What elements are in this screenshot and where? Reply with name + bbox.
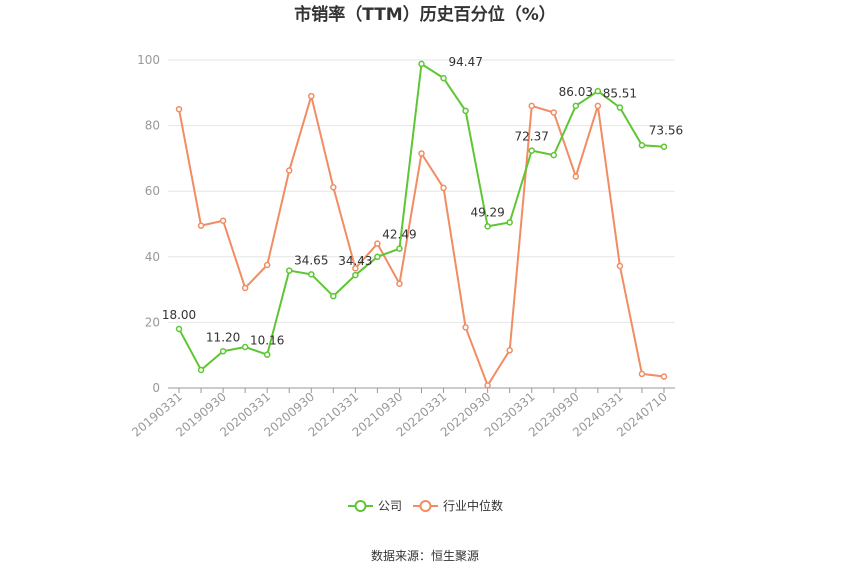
point-s1-12 [440, 184, 447, 192]
data-label: 86.03 [559, 85, 593, 99]
point-s1-2 [219, 217, 227, 224]
legend-swatch-marker [419, 500, 432, 512]
point-s1-18 [572, 173, 580, 180]
y-tick-label: 100 [137, 53, 160, 67]
data-label: 34.43 [338, 254, 372, 268]
point-s1-19 [594, 102, 602, 110]
series-area [175, 60, 668, 389]
legend-label: 行业中位数 [443, 498, 503, 513]
point-s1-10 [396, 280, 403, 287]
y-tick-label: 60 [145, 184, 160, 198]
point-s1-20 [616, 262, 624, 270]
point-s1-0 [175, 105, 183, 113]
point-s1-4 [263, 261, 271, 269]
data-label: 34.65 [294, 253, 328, 267]
data-label: 49.29 [470, 205, 504, 219]
point-s1-17 [550, 109, 558, 116]
data-labels: 18.00 11.20 10.16 34.65 34.43 42.49 94.47 49.29… [162, 55, 683, 348]
point-s1-22 [660, 373, 668, 380]
data-label: 85.51 [603, 87, 637, 101]
point-s0-7 [330, 292, 337, 300]
y-tick-label: 80 [145, 119, 160, 133]
point-s1-5 [285, 167, 293, 174]
point-s0-8 [352, 271, 359, 279]
point-s0-22 [660, 143, 668, 150]
legend-item-1[interactable]: 行业中位数 [413, 498, 503, 513]
legend-item-0[interactable]: 公司 [348, 499, 402, 513]
point-s0-20 [616, 104, 624, 111]
data-label: 11.20 [206, 330, 240, 344]
point-s0-17 [550, 151, 558, 159]
legend-swatch-marker [354, 500, 367, 512]
y-tick-label: 20 [145, 315, 160, 329]
data-label: 42.49 [382, 228, 416, 242]
point-s0-15 [506, 219, 513, 226]
legend-label: 公司 [378, 499, 402, 513]
point-s0-5 [285, 267, 293, 274]
point-s1-16 [528, 102, 535, 110]
data-label: 73.56 [649, 124, 683, 138]
legend[interactable]: 公司 行业中位数 [348, 498, 503, 513]
point-s0-3 [241, 343, 249, 351]
point-s0-0 [175, 325, 183, 333]
point-s0-18 [572, 102, 580, 110]
point-s0-16 [528, 147, 535, 154]
point-s1-13 [462, 324, 469, 331]
series-line-0 [178, 62, 665, 371]
point-s0-10 [396, 245, 403, 252]
y-tick-label: 0 [152, 381, 160, 395]
point-s1-7 [330, 184, 337, 191]
point-s0-6 [308, 271, 315, 278]
axes: 0204060801002019033120190930202003312020… [129, 53, 675, 440]
point-s0-9 [374, 253, 381, 261]
point-s0-14 [484, 223, 491, 230]
point-s1-3 [241, 284, 249, 292]
data-label: 72.37 [515, 130, 549, 144]
source-note: 数据来源：恒生聚源 [371, 548, 479, 563]
point-s1-8 [352, 265, 359, 272]
y-tick-label: 40 [145, 250, 160, 264]
point-s0-21 [638, 142, 646, 149]
point-s0-13 [462, 107, 469, 115]
point-s1-6 [308, 92, 315, 100]
point-s0-4 [263, 351, 271, 358]
point-s1-15 [506, 347, 513, 354]
point-s1-9 [374, 240, 381, 247]
data-label: 10.16 [250, 334, 284, 348]
point-s1-14 [484, 382, 491, 389]
chart-title: 市销率（TTM）历史百分位（%） [294, 4, 556, 25]
point-s0-19 [594, 87, 602, 95]
data-label: 18.00 [162, 308, 196, 322]
point-s1-11 [418, 150, 425, 157]
data-label: 94.47 [449, 55, 483, 69]
point-s1-21 [638, 370, 646, 378]
point-s0-2 [219, 348, 227, 355]
point-s0-12 [440, 74, 447, 82]
grid [168, 59, 675, 323]
point-s0-1 [197, 366, 205, 374]
point-s1-1 [197, 222, 205, 229]
point-s0-11 [418, 60, 425, 68]
